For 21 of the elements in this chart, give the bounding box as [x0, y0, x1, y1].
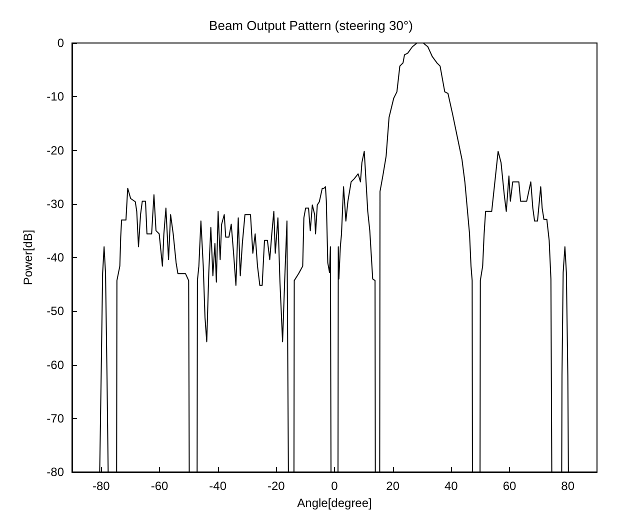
x-tick-label: 40	[444, 479, 458, 493]
x-tick-label: 0	[331, 479, 338, 493]
y-axis-title: Power[dB]	[21, 230, 35, 286]
x-tick-label: 60	[502, 479, 516, 493]
y-tick-label: -10	[46, 90, 64, 104]
x-tick-label: 20	[386, 479, 400, 493]
x-tick-label: 80	[561, 479, 575, 493]
y-tick-label: -50	[46, 304, 64, 318]
y-tick-label: -20	[46, 143, 64, 158]
y-tick-label: 0	[57, 36, 64, 50]
y-tick-label: -80	[46, 465, 64, 479]
y-tick-label: -30	[46, 196, 64, 211]
y-tick-label: -60	[46, 358, 64, 372]
chart-title: Beam Output Pattern (steering 30°)	[209, 18, 413, 33]
x-tick-label: -60	[150, 479, 168, 493]
x-tick-label: -40	[209, 479, 227, 493]
y-tick-label: -70	[46, 411, 64, 426]
x-axis-title: Angle[degree]	[297, 496, 372, 510]
y-tick-label: -40	[46, 250, 64, 264]
x-tick-label: -80	[92, 479, 110, 493]
x-tick-label: -20	[267, 479, 286, 493]
